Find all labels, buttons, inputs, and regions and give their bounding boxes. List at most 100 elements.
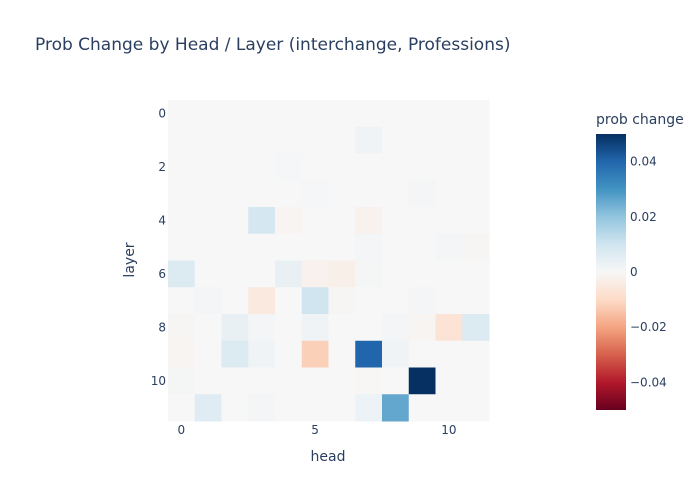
heatmap-cell	[275, 287, 303, 315]
colorbar-tick-label: 0.04	[630, 155, 657, 169]
heatmap-cell	[194, 260, 222, 288]
heatmap-cell	[301, 287, 329, 315]
heatmap-cell	[355, 394, 383, 422]
heatmap-cell	[194, 340, 222, 368]
heatmap-cell	[221, 314, 249, 342]
heatmap-cell	[382, 394, 410, 422]
colorbar-tick-label: 0	[630, 265, 638, 279]
heatmap-cell	[355, 314, 383, 342]
heatmap-cell	[462, 340, 490, 368]
heatmap-cell	[275, 100, 303, 128]
heatmap-cells	[168, 100, 490, 422]
heatmap-cell	[462, 314, 490, 342]
heatmap-cell	[194, 180, 222, 208]
y-tick-label: 4	[158, 213, 166, 227]
heatmap-cell	[408, 260, 436, 288]
heatmap-cell	[435, 314, 463, 342]
y-axis-title: layer	[122, 242, 138, 277]
heatmap-cell	[355, 367, 383, 395]
heatmap-cell	[462, 367, 490, 395]
heatmap-cell	[435, 180, 463, 208]
heatmap-cell	[435, 233, 463, 261]
heatmap-cell	[462, 394, 490, 422]
heatmap-cell	[328, 287, 356, 315]
heatmap-cell	[355, 100, 383, 128]
heatmap-cell	[462, 100, 490, 128]
heatmap-cell	[328, 314, 356, 342]
heatmap-cell	[248, 287, 276, 315]
heatmap-cell	[301, 207, 329, 235]
heatmap-cell	[355, 287, 383, 315]
heatmap-cell	[435, 367, 463, 395]
heatmap-cell	[355, 126, 383, 154]
heatmap-cell	[301, 180, 329, 208]
heatmap-cell	[194, 367, 222, 395]
heatmap-cell	[435, 126, 463, 154]
heatmap-cell	[328, 100, 356, 128]
heatmap-cell	[355, 207, 383, 235]
x-tick-label: 10	[441, 423, 456, 437]
heatmap-cell	[168, 207, 196, 235]
heatmap-cell	[301, 126, 329, 154]
heatmap-cell	[408, 180, 436, 208]
colorbar-tick-label: −0.02	[630, 320, 667, 334]
heatmap-cell	[194, 153, 222, 181]
heatmap-cell	[194, 207, 222, 235]
heatmap-cell	[275, 314, 303, 342]
heatmap-cell	[462, 180, 490, 208]
heatmap-cell	[328, 260, 356, 288]
x-tick-label: 5	[311, 423, 319, 437]
heatmap-cell	[301, 314, 329, 342]
heatmap-cell	[355, 153, 383, 181]
heatmap-cell	[328, 180, 356, 208]
heatmap-cell	[435, 340, 463, 368]
heatmap-cell	[328, 126, 356, 154]
y-tick-label: 10	[151, 374, 166, 388]
heatmap-cell	[275, 340, 303, 368]
heatmap-cell	[382, 100, 410, 128]
heatmap-cell	[248, 394, 276, 422]
heatmap-cell	[168, 180, 196, 208]
colorbar-tick-label: −0.04	[630, 375, 667, 389]
heatmap-cell	[462, 207, 490, 235]
heatmap-cell	[168, 153, 196, 181]
heatmap-cell	[168, 367, 196, 395]
heatmap-cell	[435, 100, 463, 128]
heatmap-cell	[382, 314, 410, 342]
heatmap-cell	[355, 180, 383, 208]
heatmap-cell	[408, 340, 436, 368]
heatmap-cell	[275, 180, 303, 208]
heatmap-cell	[301, 260, 329, 288]
heatmap-cell	[301, 233, 329, 261]
heatmap-cell	[408, 100, 436, 128]
heatmap-cell	[408, 394, 436, 422]
heatmap-cell	[408, 126, 436, 154]
heatmap-cell	[194, 314, 222, 342]
x-tick-label: 0	[178, 423, 186, 437]
heatmap-cell	[355, 340, 383, 368]
heatmap-cell	[435, 207, 463, 235]
heatmap-cell	[355, 233, 383, 261]
heatmap-cell	[301, 367, 329, 395]
heatmap-cell	[248, 126, 276, 154]
heatmap-cell	[462, 287, 490, 315]
heatmap-cell	[168, 287, 196, 315]
heatmap-cell	[221, 340, 249, 368]
heatmap-cell	[435, 260, 463, 288]
heatmap-cell	[221, 180, 249, 208]
heatmap-cell	[194, 100, 222, 128]
heatmap-cell	[275, 260, 303, 288]
y-tick-label: 2	[158, 160, 166, 174]
heatmap-cell	[248, 260, 276, 288]
heatmap-cell	[408, 287, 436, 315]
heatmap-cell	[408, 233, 436, 261]
heatmap-cell	[221, 153, 249, 181]
heatmap-cell	[168, 260, 196, 288]
heatmap-cell	[248, 153, 276, 181]
heatmap-cell	[328, 153, 356, 181]
heatmap-cell	[462, 260, 490, 288]
heatmap-cell	[382, 233, 410, 261]
heatmap-cell	[168, 340, 196, 368]
heatmap-cell	[194, 394, 222, 422]
